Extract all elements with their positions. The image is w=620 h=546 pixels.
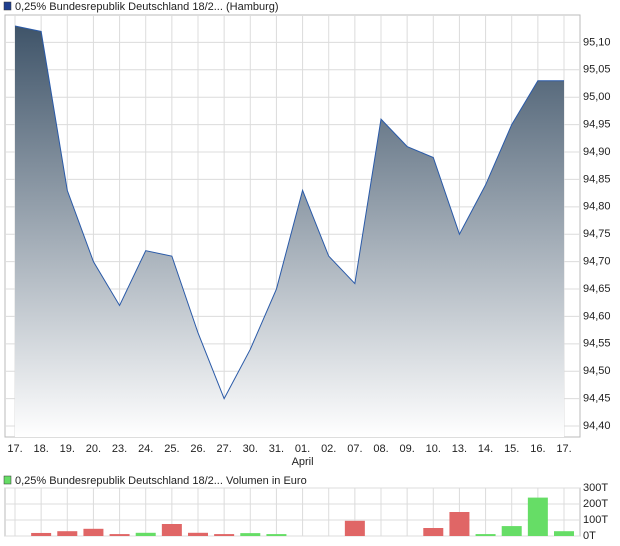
volume-bar	[501, 526, 522, 536]
volume-bar	[423, 528, 444, 536]
x-tick-label: 17.	[556, 443, 571, 455]
y-tick-label: 94,65	[583, 283, 611, 295]
y-tick-label: 94,85	[583, 173, 611, 185]
month-label: April	[292, 456, 314, 468]
y-tick-label: 94,95	[583, 119, 611, 131]
x-tick-label: 20.	[86, 443, 101, 455]
price-line	[14, 25, 564, 400]
x-tick-label: 01.	[295, 443, 310, 455]
x-tick-label: 07.	[347, 443, 362, 455]
volume-bar	[31, 532, 52, 536]
y-tick-label: 94,80	[583, 201, 611, 213]
volume-bar	[554, 531, 574, 536]
volume-bar	[57, 531, 78, 536]
volume-bar	[214, 534, 235, 536]
volume-bar	[527, 497, 548, 536]
volume-bar	[344, 520, 365, 536]
volume-bar	[83, 528, 104, 536]
x-tick-label: 24.	[138, 443, 153, 455]
x-tick-label: 25.	[164, 443, 179, 455]
y-tick-label: 200T	[583, 498, 608, 510]
x-tick-label: 31.	[269, 443, 284, 455]
volume-bar	[449, 512, 470, 536]
y-tick-label: 0T	[583, 530, 596, 542]
x-tick-label: 19.	[60, 443, 75, 455]
x-tick-label: 30.	[243, 443, 258, 455]
x-tick-label: 16.	[530, 443, 545, 455]
y-tick-label: 300T	[583, 482, 608, 494]
y-tick-label: 94,50	[583, 365, 611, 377]
y-tick-label: 94,45	[583, 393, 611, 405]
x-tick-label: 26.	[190, 443, 205, 455]
y-tick-label: 94,60	[583, 310, 611, 322]
x-tick-label: 08.	[373, 443, 388, 455]
y-tick-label: 95,00	[583, 91, 611, 103]
x-tick-label: 09.	[399, 443, 414, 455]
legend-swatch	[3, 475, 12, 485]
x-tick-label: 13.	[452, 443, 467, 455]
y-tick-label: 95,10	[583, 36, 611, 48]
area-fill	[15, 25, 564, 438]
y-tick-label: 100T	[583, 514, 608, 526]
volume-bar	[188, 532, 208, 536]
legend-label: 0,25% Bundesrepublik Deutschland 18/2...…	[15, 1, 279, 13]
y-tick-label: 94,70	[583, 256, 611, 268]
x-tick-label: 18.	[33, 443, 48, 455]
x-tick-label: 10.	[426, 443, 441, 455]
y-tick-label: 95,05	[583, 64, 611, 76]
x-tick-label: 02.	[321, 443, 336, 455]
legend-label: 0,25% Bundesrepublik Deutschland 18/2...…	[15, 475, 307, 487]
y-tick-label: 94,55	[583, 338, 611, 350]
x-tick-label: 23.	[112, 443, 127, 455]
x-tick-label: 27.	[216, 443, 231, 455]
volume-bar	[240, 533, 261, 536]
x-tick-label: 15.	[504, 443, 519, 455]
y-tick-label: 94,40	[583, 420, 611, 432]
volume-bar	[266, 534, 287, 536]
volume-bar	[475, 534, 496, 536]
y-tick-label: 94,90	[583, 146, 611, 158]
volume-bar	[109, 534, 130, 536]
x-tick-label: 17.	[7, 443, 22, 455]
volume-bar	[135, 532, 156, 536]
y-tick-label: 94,75	[583, 228, 611, 240]
volume-bar	[161, 524, 182, 536]
x-tick-label: 14.	[478, 443, 493, 455]
legend-swatch	[3, 1, 12, 11]
